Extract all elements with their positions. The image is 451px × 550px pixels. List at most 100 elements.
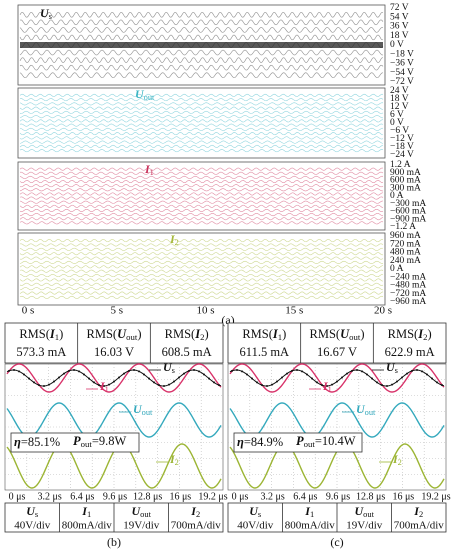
strip-trace bbox=[19, 34, 384, 41]
trace-marker bbox=[28, 377, 30, 380]
strip-trace bbox=[19, 19, 384, 26]
signal-label: I2 bbox=[169, 232, 179, 247]
strip-tick-label: 960 mA bbox=[390, 231, 421, 241]
strip-trace bbox=[19, 175, 384, 179]
strip-trace bbox=[19, 282, 384, 286]
trace-marker bbox=[8, 369, 10, 372]
text-part: 1 bbox=[105, 385, 109, 394]
strip-tick-label: 72 V bbox=[390, 3, 409, 13]
signal-label: Uout bbox=[133, 402, 153, 417]
trace-marker bbox=[38, 384, 40, 387]
trace-marker bbox=[168, 383, 170, 386]
strip-tick-label: −6 V bbox=[390, 126, 409, 136]
eta-box bbox=[10, 432, 140, 453]
trace-marker bbox=[366, 373, 368, 376]
trace-marker bbox=[163, 384, 165, 387]
trace-uout bbox=[6, 402, 222, 438]
text-part: out bbox=[144, 93, 155, 102]
strip-tick-label: 0 A bbox=[390, 264, 404, 274]
caption: (c) bbox=[330, 535, 343, 549]
strip-trace bbox=[19, 274, 384, 278]
trace-marker bbox=[426, 373, 428, 376]
trace-marker bbox=[271, 383, 273, 386]
time-tick-label: 3.2 μs bbox=[38, 491, 62, 502]
trace-marker bbox=[133, 369, 135, 372]
trace-marker bbox=[326, 384, 328, 387]
trace-marker bbox=[261, 384, 263, 387]
text-part: I bbox=[304, 504, 311, 518]
trace-marker bbox=[218, 384, 220, 387]
rms-value: 622.9 mA bbox=[385, 345, 435, 359]
text-part: 1 bbox=[55, 332, 59, 342]
text-part: I bbox=[144, 162, 151, 176]
trace-marker bbox=[13, 369, 15, 372]
strip-trace bbox=[19, 204, 384, 208]
trace-marker bbox=[183, 372, 185, 375]
trace-marker bbox=[123, 372, 125, 375]
rms-value: 16.03 V bbox=[94, 345, 134, 359]
trace-marker bbox=[401, 376, 403, 379]
strip-tick-label: 12 V bbox=[390, 102, 409, 112]
rms-name: RMS(I2) bbox=[165, 327, 209, 342]
text-part: out bbox=[81, 439, 93, 449]
strip-trace bbox=[19, 140, 384, 144]
trace-marker bbox=[53, 380, 55, 383]
scale-value: 19V/div bbox=[123, 520, 160, 532]
scale-value: 19V/div bbox=[346, 520, 383, 532]
strip-tick-label: 600 mA bbox=[390, 176, 421, 186]
text-part: U bbox=[249, 504, 259, 518]
trace-marker bbox=[138, 370, 140, 373]
strip-trace bbox=[19, 27, 384, 33]
trace-marker bbox=[188, 369, 190, 372]
strip-trace bbox=[19, 72, 384, 79]
trace-marker bbox=[276, 380, 278, 383]
rms-value: 16.67 V bbox=[317, 345, 357, 359]
time-tick-label: 20 s bbox=[374, 305, 392, 317]
strip-tick-label: 6 V bbox=[390, 110, 404, 120]
text-part: 2 bbox=[175, 458, 179, 467]
trace-marker bbox=[291, 369, 293, 372]
text-part: =84.9% bbox=[244, 435, 283, 449]
text-part: I bbox=[413, 504, 420, 518]
trace-marker bbox=[336, 380, 338, 383]
trace-marker bbox=[236, 369, 238, 372]
trace-marker bbox=[178, 376, 180, 379]
strip-trace bbox=[19, 123, 384, 127]
trace-marker bbox=[356, 369, 358, 372]
rms-value: 573.3 mA bbox=[16, 345, 66, 359]
signal-label: I1 bbox=[99, 379, 109, 394]
rms-name: RMS(Uout) bbox=[87, 327, 142, 342]
signal-label: I1 bbox=[144, 162, 154, 177]
trace-marker bbox=[198, 370, 200, 373]
trace-marker bbox=[396, 380, 398, 383]
text-part: I bbox=[169, 232, 176, 246]
strip-trace bbox=[19, 11, 384, 18]
trace-marker bbox=[286, 372, 288, 375]
strip-tick-label: −720 mA bbox=[390, 289, 426, 299]
time-tick-label: 0 μs bbox=[232, 491, 249, 502]
trace-marker bbox=[441, 384, 443, 387]
eta-box bbox=[233, 432, 363, 453]
strip-tick-label: −54 V bbox=[390, 68, 414, 78]
strip-trace bbox=[19, 106, 384, 110]
trace-marker bbox=[128, 369, 130, 372]
text-part: 1 bbox=[87, 509, 91, 519]
strip-trace bbox=[19, 196, 384, 200]
strip-trace bbox=[19, 132, 384, 136]
text-part: out bbox=[142, 408, 153, 417]
strip-tick-label: −18 V bbox=[390, 49, 414, 59]
strip-trace bbox=[19, 149, 384, 153]
trace-marker bbox=[213, 381, 215, 384]
trace-i1 bbox=[6, 363, 222, 393]
trace-marker bbox=[18, 370, 20, 373]
trace-marker bbox=[316, 381, 318, 384]
rms-frame bbox=[227, 322, 447, 364]
strip-trace bbox=[19, 57, 384, 63]
trace-marker bbox=[371, 377, 373, 380]
text-part: 2 bbox=[398, 458, 402, 467]
strip-tick-label: 0 A bbox=[390, 191, 404, 201]
signal-label: Us bbox=[163, 360, 175, 375]
text-part: U bbox=[133, 402, 143, 416]
text-part: I bbox=[392, 452, 399, 466]
